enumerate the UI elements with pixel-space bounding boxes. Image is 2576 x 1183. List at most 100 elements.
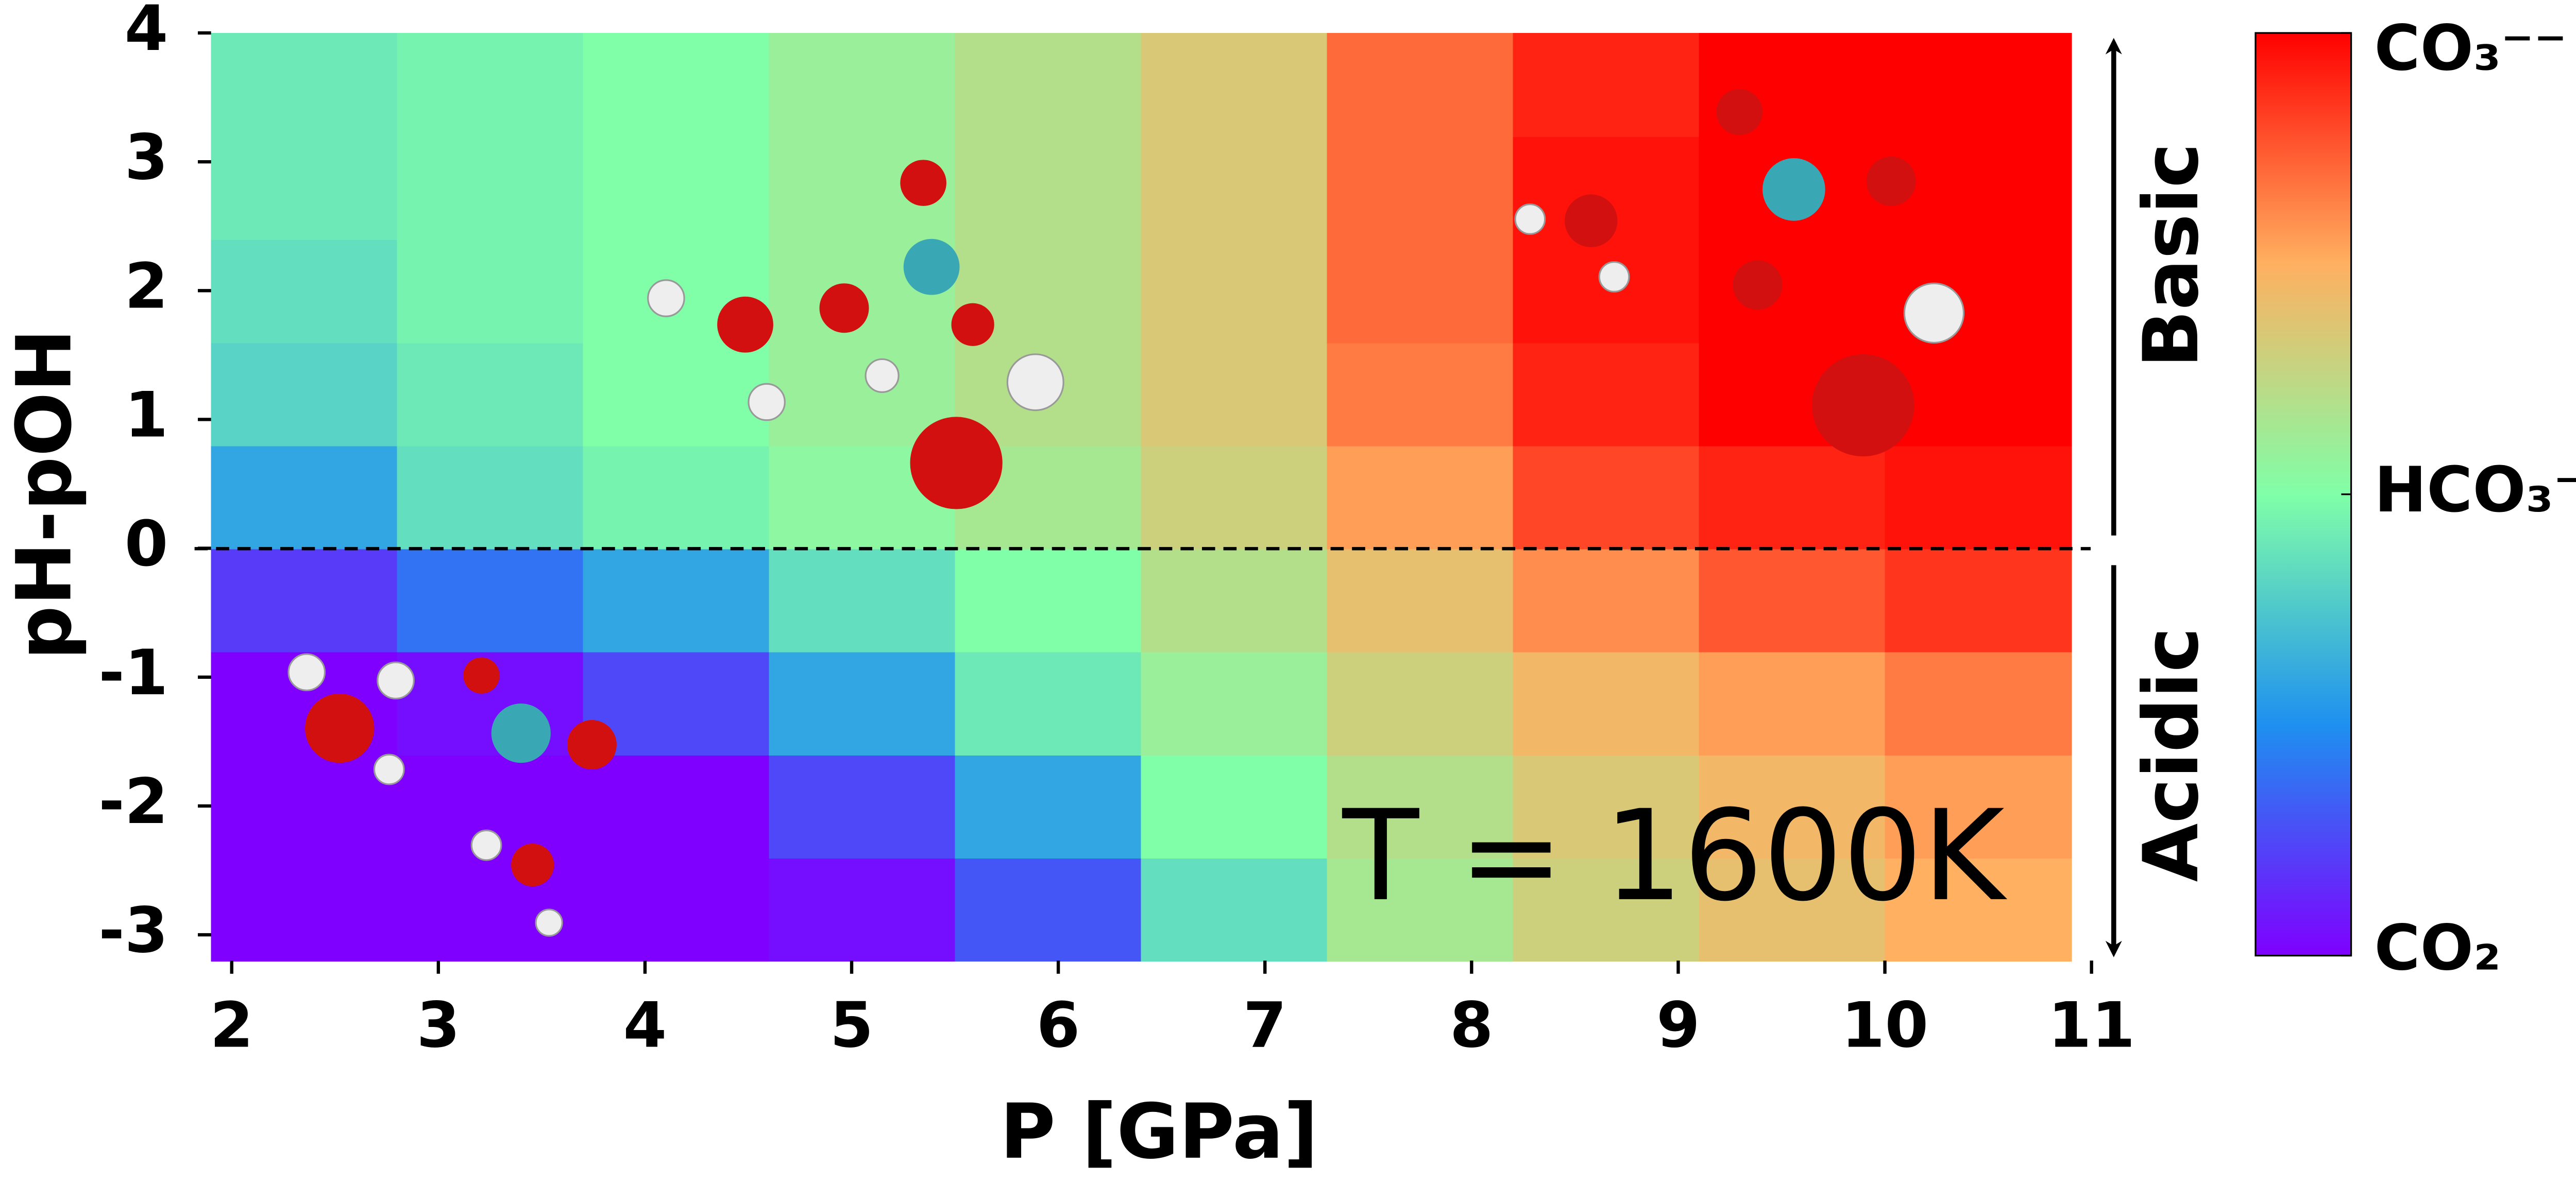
heatmap-cell xyxy=(1141,548,1328,653)
heatmap-cell xyxy=(1141,32,1328,138)
heatmap-cell xyxy=(769,754,956,859)
heatmap-cell xyxy=(583,136,770,241)
heatmap-cell xyxy=(955,651,1142,756)
heatmap-cell xyxy=(1141,857,1328,962)
heatmap-cell xyxy=(211,445,398,550)
heatmap-cell xyxy=(583,32,770,138)
heatmap-cell xyxy=(583,857,770,962)
heatmap-cell xyxy=(1513,548,1700,653)
heatmap-cell xyxy=(211,342,398,447)
x-tick-label: 8 xyxy=(1450,989,1494,1062)
x-tick-label: 11 xyxy=(2048,989,2135,1062)
heatmap-cell xyxy=(211,32,398,138)
heatmap-cell xyxy=(1327,857,1514,962)
heatmap xyxy=(211,32,2072,962)
heatmap-cell xyxy=(1885,651,2072,756)
heatmap-cell xyxy=(1141,342,1328,447)
heatmap-cell xyxy=(211,136,398,241)
heatmap-cell xyxy=(1513,651,1700,756)
y-tick-label: 0 xyxy=(125,507,168,580)
heatmap-cell xyxy=(769,548,956,653)
y-tick-label: 1 xyxy=(125,379,168,452)
heatmap-cell xyxy=(1141,136,1328,241)
heatmap-cell xyxy=(1699,548,1886,653)
heatmap-cell xyxy=(1885,445,2072,550)
heatmap-cell xyxy=(1885,857,2072,962)
heatmap-cell xyxy=(769,342,956,447)
heatmap-cell xyxy=(1513,32,1700,138)
heatmap-cell xyxy=(1699,857,1886,962)
heatmap-cell xyxy=(1327,754,1514,859)
heatmap-cell xyxy=(1327,651,1514,756)
y-tick-label: -3 xyxy=(98,894,168,967)
heatmap-cell xyxy=(955,136,1142,241)
heatmap-cell xyxy=(1699,445,1886,550)
heatmap-cell xyxy=(1699,239,1886,344)
heatmap-cell xyxy=(1513,754,1700,859)
colorbar xyxy=(2255,32,2351,956)
heatmap-cell xyxy=(211,239,398,344)
heatmap-cell xyxy=(1513,857,1700,962)
y-tick-label: 4 xyxy=(125,0,168,65)
heatmap-cell xyxy=(583,548,770,653)
heatmap-cell xyxy=(955,32,1142,138)
y-tick-label: 2 xyxy=(125,249,168,322)
heatmap-cell xyxy=(1885,754,2072,859)
basic-label: Basic xyxy=(2127,143,2215,368)
x-tick-label: 7 xyxy=(1243,989,1287,1062)
heatmap-cell xyxy=(769,32,956,138)
heatmap-cell xyxy=(1513,342,1700,447)
x-axis-label: P [GPa] xyxy=(1000,1087,1318,1176)
heatmap-cell xyxy=(1885,342,2072,447)
heatmap-cell xyxy=(397,445,584,550)
y-axis-label: pH-pOH xyxy=(0,329,89,660)
heatmap-cell xyxy=(1327,32,1514,138)
heatmap-cell xyxy=(1327,342,1514,447)
heatmap-cell xyxy=(583,445,770,550)
heatmap-cell xyxy=(397,32,584,138)
heatmap-cell xyxy=(397,136,584,241)
heatmap-cell xyxy=(1885,136,2072,241)
heatmap-cell xyxy=(1513,239,1700,344)
heatmap-cell xyxy=(955,754,1142,859)
heatmap-cell xyxy=(583,754,770,859)
heatmap-cell xyxy=(397,548,584,653)
heatmap-cell xyxy=(1513,445,1700,550)
heatmap-cell xyxy=(769,651,956,756)
heatmap-cell xyxy=(1141,445,1328,550)
heatmap-cell xyxy=(1699,651,1886,756)
colorbar-tick-label: CO₂ xyxy=(2374,911,2501,984)
heatmap-cell xyxy=(1327,548,1514,653)
heatmap-cell xyxy=(211,754,398,859)
heatmap-cell xyxy=(1885,548,2072,653)
x-tick-label: 9 xyxy=(1656,989,1700,1062)
heatmap-cell xyxy=(1327,136,1514,241)
heatmap-cell xyxy=(1699,754,1886,859)
heatmap-cell xyxy=(583,342,770,447)
x-tick-label: 3 xyxy=(417,989,461,1062)
heatmap-cell xyxy=(955,857,1142,962)
heatmap-cell xyxy=(211,857,398,962)
heatmap-cell xyxy=(1327,239,1514,344)
heatmap-cell xyxy=(1327,445,1514,550)
heatmap-cell xyxy=(1885,32,2072,138)
colorbar-tick-label: HCO₃⁻ xyxy=(2374,453,2576,526)
heatmap-cell xyxy=(1141,239,1328,344)
x-tick-label: 4 xyxy=(623,989,667,1062)
heatmap-cell xyxy=(1141,651,1328,756)
x-tick-label: 5 xyxy=(830,989,874,1062)
y-tick-label: -1 xyxy=(98,636,168,709)
y-tick-label: 3 xyxy=(125,121,168,194)
heatmap-cell xyxy=(397,239,584,344)
molecule-illustrations xyxy=(287,89,1965,937)
heatmap-cell xyxy=(769,857,956,962)
temperature-label: T = 1600K xyxy=(1342,783,2008,929)
heatmap-cell xyxy=(955,548,1142,653)
y-tick-label: -2 xyxy=(98,765,168,838)
heatmap-cell xyxy=(397,857,584,962)
heatmap-cell xyxy=(1141,754,1328,859)
heatmap-cell xyxy=(397,342,584,447)
colorbar-tick-label: CO₃⁻⁻ xyxy=(2374,12,2567,85)
